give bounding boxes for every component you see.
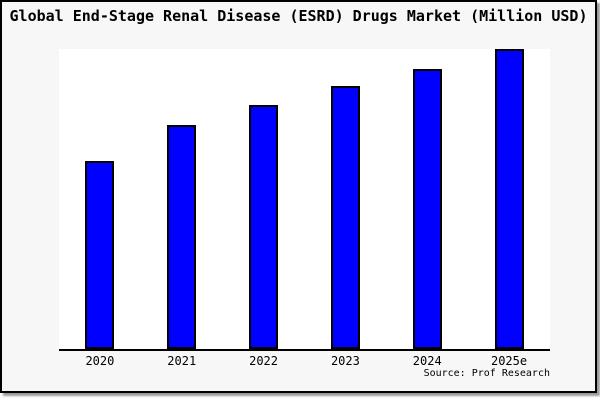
bar-2021	[167, 125, 197, 349]
chart-frame: Global End-Stage Renal Disease (ESRD) Dr…	[0, 0, 597, 393]
x-axis-line	[59, 349, 550, 351]
x-tick-label-2023: 2023	[330, 354, 360, 368]
bar-2022	[249, 105, 279, 349]
x-tick-label-2022: 2022	[249, 354, 279, 368]
bar-2023	[330, 86, 360, 349]
bar-slot	[141, 125, 223, 349]
x-tick-label-2025e: 2025e	[490, 354, 528, 368]
bar-slot	[223, 105, 305, 349]
bar-slot	[304, 86, 386, 349]
x-axis-labels: 2020 2021 2022 2023 2024 2025e	[59, 354, 550, 368]
bar-2020	[85, 161, 115, 349]
bar-2024	[412, 69, 442, 349]
source-note: Source: Prof Research	[423, 368, 550, 379]
bars-container	[59, 49, 550, 349]
x-tick-label-2020: 2020	[85, 354, 115, 368]
bar-slot	[468, 49, 550, 349]
plot-area	[59, 49, 550, 349]
x-tick-label-2021: 2021	[167, 354, 197, 368]
bar-slot	[386, 69, 468, 349]
bar-slot	[59, 161, 141, 349]
chart-title: Global End-Stage Renal Disease (ESRD) Dr…	[9, 7, 588, 25]
bar-2025e	[494, 49, 524, 349]
x-tick-label-2024: 2024	[412, 354, 442, 368]
